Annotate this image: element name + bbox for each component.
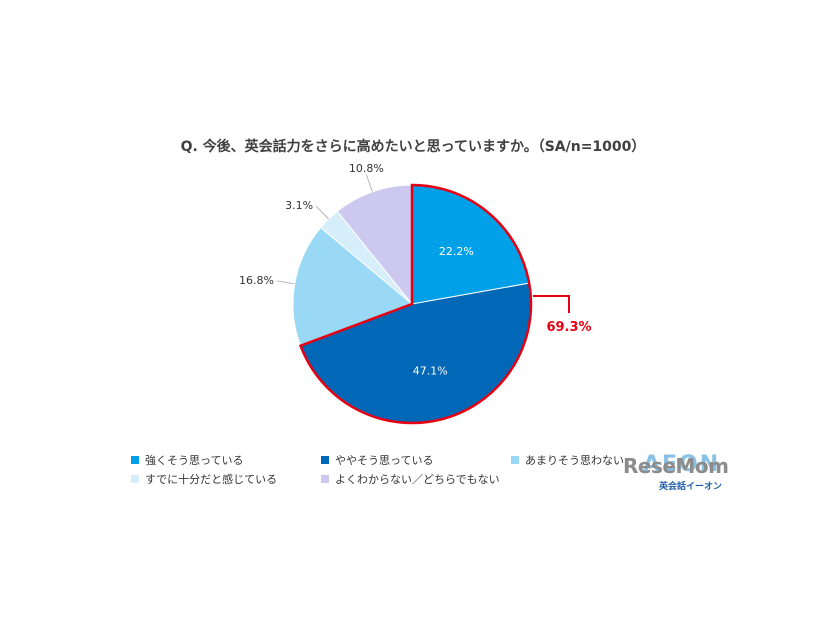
legend-label-4: よくわからない／どちらでもない <box>335 473 500 486</box>
legend-swatch-2 <box>511 456 519 464</box>
legend-label-3: すでに十分だと感じている <box>145 473 278 486</box>
highlight-outline <box>298 183 533 425</box>
legend-swatch-0 <box>131 456 139 464</box>
legend-label-1: ややそう思っている <box>335 454 434 467</box>
legend-label-2: あまりそう思わない <box>525 454 624 467</box>
data-label-3: 3.1% <box>285 199 313 212</box>
aeon-logo: AEON <box>643 452 721 477</box>
pie-slice-2 <box>292 226 413 347</box>
chart-title: Q. 今後、英会話力をさらに高めたいと思っていますか。（SA/n=1000） <box>180 139 646 155</box>
legend-item-3: すでに十分だと感じている <box>131 471 277 487</box>
data-label-4: 10.8% <box>349 162 384 175</box>
aeon-subtitle: 英会話イーオン <box>659 482 723 492</box>
leader-line-3 <box>315 205 329 220</box>
pie-slice-4 <box>336 184 413 306</box>
legend-item-1: ややそう思っている <box>321 452 433 468</box>
legend-swatch-3 <box>131 475 139 483</box>
legend-item-2: あまりそう思わない <box>511 452 624 468</box>
leader-line-4 <box>366 174 373 192</box>
data-label-1: 47.1% <box>413 365 448 378</box>
legend-label-0: 強くそう思っている <box>145 454 244 467</box>
leader-line-2 <box>276 280 295 285</box>
highlight-label: 69.3% <box>546 320 591 335</box>
data-label-2: 16.8% <box>239 274 274 287</box>
legend-item-4: よくわからない／どちらでもない <box>321 471 500 487</box>
data-label-0: 22.2% <box>439 245 474 258</box>
highlight-bracket <box>533 295 570 313</box>
legend-swatch-4 <box>321 475 329 483</box>
legend-item-0: 強くそう思っている <box>131 452 243 468</box>
watermark-logo: AEON ReseMom 英会話イーオン <box>615 452 745 494</box>
resemom-logo: ReseMom <box>623 454 729 478</box>
legend-swatch-1 <box>321 456 329 464</box>
